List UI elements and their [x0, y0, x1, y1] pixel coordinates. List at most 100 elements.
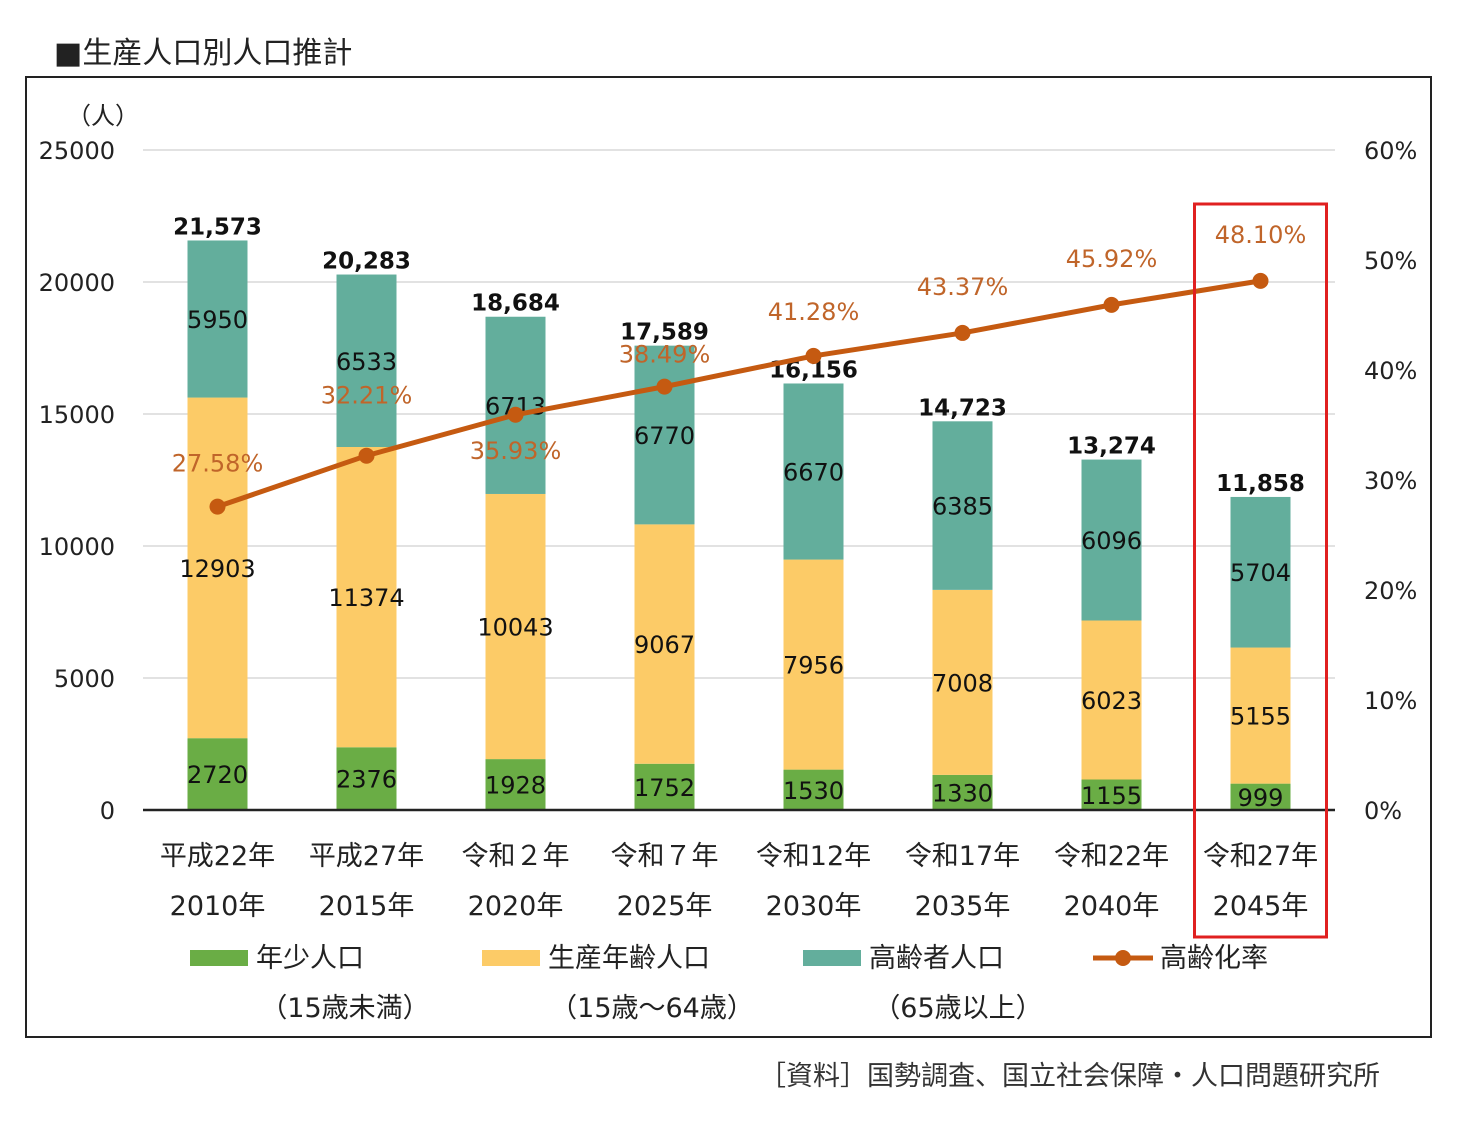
y2-tick-label: 20% [1364, 577, 1417, 605]
aging-rate-point [805, 347, 822, 364]
aging-rate-point [656, 378, 673, 395]
bar-segment [783, 769, 844, 810]
bar-total-label: 21,573 [173, 214, 262, 240]
page-title: ■生産人口別人口推計 [54, 36, 353, 71]
legend-swatch [190, 950, 248, 966]
bar-segment [1230, 496, 1291, 648]
y2-tick-label: 30% [1364, 467, 1417, 495]
bar-segment [485, 316, 546, 494]
bar-total-label: 14,723 [918, 395, 1007, 421]
bar-value-label: 6023 [1081, 687, 1142, 715]
bar-value-label: 1330 [932, 779, 993, 807]
x-category-year: 2035年 [915, 891, 1011, 922]
bar-value-label: 2376 [336, 766, 397, 794]
x-category-year: 2040年 [1064, 891, 1160, 922]
chart-frame [25, 76, 1432, 1038]
bar-value-label: 6770 [634, 422, 695, 450]
x-category-year: 2015年 [319, 891, 415, 922]
bar-segment [1081, 620, 1142, 780]
bar-value-label: 6670 [783, 459, 844, 487]
legend-sublabel: （15歳〜64歳） [550, 993, 754, 1024]
aging-rate-point [358, 447, 375, 464]
x-category-era: 令和12年 [756, 841, 871, 872]
legend-label: 高齢者人口 [869, 943, 1004, 974]
bar-segment [1230, 647, 1291, 784]
y-axis-unit: （人） [67, 102, 139, 130]
legend-swatch [803, 950, 861, 966]
bar-segment [932, 421, 993, 590]
x-category-year: 2020年 [468, 891, 564, 922]
legend-label: 高齢化率 [1160, 943, 1268, 974]
bar-segment [336, 747, 397, 810]
y-tick-label: 5000 [54, 665, 115, 693]
aging-rate-point [1103, 296, 1120, 313]
x-category-era: 令和17年 [905, 841, 1020, 872]
aging-rate-label: 32.21% [321, 382, 413, 410]
bar-total-label: 18,684 [471, 291, 560, 317]
bar-segment [634, 345, 695, 525]
bar-total-label: 17,589 [620, 320, 709, 346]
y2-tick-label: 60% [1364, 137, 1417, 165]
bar-segment [1081, 779, 1142, 810]
bar-segment [485, 759, 546, 810]
legend-label: 生産年齢人口 [548, 943, 710, 974]
bar-segment [485, 493, 546, 760]
aging-rate-point [1252, 272, 1269, 289]
aging-rate-point [954, 324, 971, 341]
bar-segment [336, 447, 397, 748]
y-tick-label: 20000 [39, 269, 115, 297]
x-category-year: 2030年 [766, 891, 862, 922]
aging-rate-label: 35.93% [470, 437, 562, 465]
bar-segment [932, 774, 993, 810]
bar-segment [783, 559, 844, 770]
x-category-era: 令和27年 [1203, 841, 1318, 872]
x-category-era: 令和２年 [462, 841, 570, 872]
bar-segment [1081, 459, 1142, 621]
x-category-era: 令和７年 [611, 841, 719, 872]
bar-value-label: 1530 [783, 777, 844, 805]
y-tick-label: 10000 [39, 533, 115, 561]
bar-value-label: 2720 [187, 761, 248, 789]
bar-value-label: 5950 [187, 306, 248, 334]
bar-value-label: 1155 [1081, 782, 1142, 810]
aging-rate-label: 45.92% [1066, 245, 1158, 273]
aging-rate-label: 38.49% [619, 341, 711, 369]
aging-rate-label: 27.58% [172, 450, 264, 478]
bar-value-label: 6533 [336, 348, 397, 376]
legend-line-marker [1115, 950, 1131, 966]
y2-tick-label: 40% [1364, 357, 1417, 385]
y-tick-label: 0 [100, 797, 115, 825]
aging-rate-label: 41.28% [768, 298, 860, 326]
bar-value-label: 7956 [783, 652, 844, 680]
legend-sublabel: （15歳未満） [260, 993, 429, 1024]
bar-value-label: 11374 [328, 584, 404, 612]
bar-total-label: 13,274 [1067, 434, 1156, 460]
aging-rate-point [507, 406, 524, 423]
y2-tick-label: 10% [1364, 687, 1417, 715]
x-category-year: 2045年 [1213, 891, 1309, 922]
bar-segment [932, 589, 993, 775]
legend-label: 年少人口 [256, 943, 364, 974]
bar-value-label: 6096 [1081, 527, 1142, 555]
y2-tick-label: 0% [1364, 797, 1402, 825]
bar-segment [634, 763, 695, 810]
bar-value-label: 1928 [485, 772, 546, 800]
source-note: ［資料］国勢調査、国立社会保障・人口問題研究所 [759, 1061, 1380, 1092]
bar-total-label: 20,283 [322, 249, 411, 275]
bar-segment [187, 397, 248, 739]
x-category-era: 平成27年 [309, 841, 424, 872]
bar-segment [336, 274, 397, 447]
aging-rate-line [216, 278, 1261, 509]
bar-segment [187, 738, 248, 810]
aging-rate-label: 48.10% [1215, 221, 1307, 249]
legend-sublabel: （65歳以上） [873, 993, 1042, 1024]
bar-value-label: 6385 [932, 493, 993, 521]
x-category-era: 令和22年 [1054, 841, 1169, 872]
bar-segment [187, 240, 248, 398]
y-tick-label: 25000 [39, 137, 115, 165]
legend-swatch [482, 950, 540, 966]
y2-tick-label: 50% [1364, 247, 1417, 275]
bar-segment [1230, 783, 1291, 810]
highlight-box [1193, 202, 1328, 939]
bar-value-label: 5155 [1230, 703, 1291, 731]
